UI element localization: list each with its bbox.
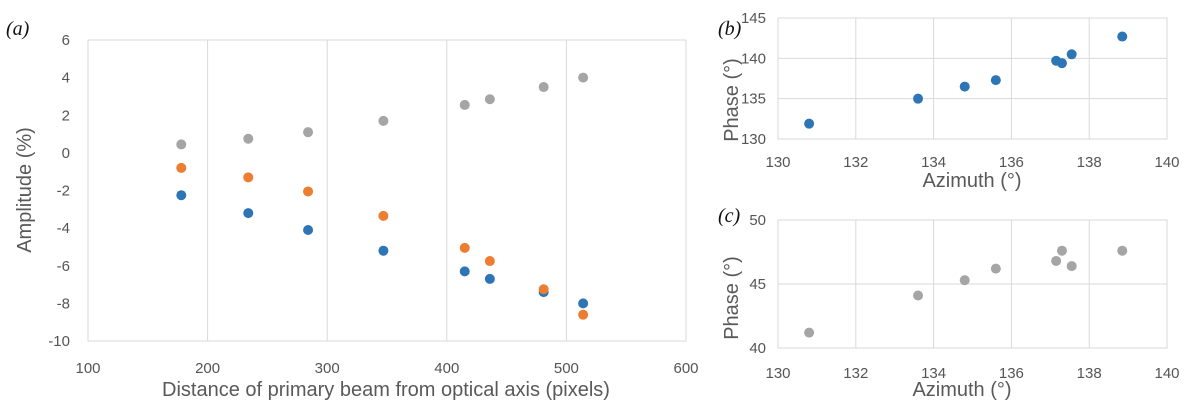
panel-a-series-1-point <box>378 210 389 221</box>
panel-a-series-2-point <box>243 133 254 144</box>
panel-a-series-1-point <box>484 256 495 267</box>
panel-c-x-tick-label: 134 <box>921 365 946 382</box>
panel-c-series-0-point <box>1066 261 1077 272</box>
panel-c-data-points <box>804 245 1128 338</box>
panel-c-series-0-point <box>959 275 970 286</box>
panel-b-y-tick-label: 130 <box>741 131 766 148</box>
panel-a-x-tick-label: 500 <box>554 360 579 377</box>
panel-a-series-0-point <box>303 225 314 236</box>
panel-c-label: (c) <box>718 205 741 227</box>
panel-c-y-tick-label: 50 <box>749 212 766 229</box>
panel-c-gridlines <box>777 219 1168 349</box>
panel-c-series-0-point <box>804 327 815 338</box>
panel-c-y-tick-label: 40 <box>749 340 766 357</box>
panel-a-y-tick-label: -8 <box>57 295 70 312</box>
panel-b-gridlines <box>777 17 1168 140</box>
panel-c-x-axis-label: Azimuth (°) <box>912 379 1011 401</box>
panel-a-series-1-point <box>578 309 589 320</box>
panel-a-series-2-point <box>484 94 495 105</box>
panel-a-y-tick-label: 2 <box>62 107 70 124</box>
panel-a-series-1-point <box>459 242 470 253</box>
panel-c-y-tick-label: 45 <box>749 276 766 293</box>
panel-a-label: (a) <box>6 18 30 40</box>
panel-a-series-0-point <box>378 245 389 256</box>
panel-c-x-tick-label: 130 <box>765 365 790 382</box>
panel-a-x-tick-label: 400 <box>434 360 459 377</box>
panel-a-x-axis-label: Distance of primary beam from optical ax… <box>162 379 610 401</box>
panel-a-series-1-point <box>538 284 549 295</box>
panel-a-gridlines <box>87 39 687 342</box>
panel-a: (a) 100 200 300 400 500 600 -10 -8 -6 -4 -2 0 2 4 6 Di… <box>6 18 699 401</box>
panel-c-y-axis-label: Phase (°) <box>721 256 743 340</box>
panel-a-series-1-point <box>303 186 314 197</box>
panel-b-label: (b) <box>718 18 742 40</box>
panel-b-y-tick-label: 145 <box>741 10 766 27</box>
panel-b-series-0-point <box>913 93 924 104</box>
panel-a-x-tick-label: 100 <box>75 360 100 377</box>
panel-c-series-0-point <box>913 290 924 301</box>
panel-c-x-tick-label: 136 <box>999 365 1024 382</box>
panel-b-series-0-point <box>1056 58 1067 69</box>
panel-a-y-tick-label: 0 <box>62 145 70 162</box>
panel-c-x-tick-label: 140 <box>1154 365 1179 382</box>
panel-a-plot-frame <box>87 39 687 342</box>
panel-b-y-tick-label: 140 <box>741 50 766 67</box>
panel-b-x-tick-label: 132 <box>843 154 868 171</box>
panel-c-series-0-point <box>990 263 1001 274</box>
panel-a-series-1-point <box>176 162 187 173</box>
panel-b-tick-labels: 130 132 134 136 138 140 130 135 140 145 <box>741 10 1180 171</box>
panel-b: (b) 130 132 134 136 138 140 130 135 140 145 Azimu… <box>718 10 1180 192</box>
panel-a-series-2-point <box>459 99 470 110</box>
panel-b-series-0-point <box>1117 31 1128 42</box>
panel-a-series-2-point <box>538 82 549 93</box>
panel-a-series-0-point <box>484 273 495 284</box>
panel-a-y-tick-label: -6 <box>57 258 70 275</box>
panel-a-series-0-point <box>176 190 187 201</box>
panel-b-series-0-point <box>990 75 1001 86</box>
panel-a-tick-labels: 100 200 300 400 500 600 -10 -8 -6 -4 -2 0 2 4 6 <box>48 32 698 377</box>
panel-a-y-tick-label: 4 <box>62 70 70 87</box>
panel-c-series-0-point <box>1117 245 1128 256</box>
panel-a-data-points <box>176 72 589 320</box>
panel-b-y-tick-label: 135 <box>741 91 766 108</box>
panel-b-series-0-point <box>959 81 970 92</box>
panel-a-x-tick-label: 300 <box>315 360 340 377</box>
panel-a-y-tick-label: -2 <box>57 183 70 200</box>
panel-a-y-tick-label: -4 <box>57 220 70 237</box>
panel-a-y-tick-label: -10 <box>48 333 70 350</box>
panel-a-series-0-point <box>578 298 589 309</box>
panel-b-series-0-point <box>804 118 815 129</box>
panel-c-x-tick-label: 132 <box>843 365 868 382</box>
panel-a-series-0-point <box>459 266 470 277</box>
panel-b-x-tick-label: 140 <box>1154 154 1179 171</box>
panel-a-series-2-point <box>176 139 187 150</box>
panel-b-x-tick-label: 130 <box>765 154 790 171</box>
panel-a-y-axis-label: Amplitude (%) <box>14 127 36 253</box>
panel-b-x-tick-label: 138 <box>1077 154 1102 171</box>
panel-c-series-0-point <box>1056 245 1067 256</box>
panel-a-x-tick-label: 600 <box>673 360 698 377</box>
panel-a-x-tick-label: 200 <box>195 360 220 377</box>
panel-b-series-0-point <box>1066 49 1077 60</box>
panel-b-y-axis-label: Phase (°) <box>721 58 743 142</box>
panel-c: (c) 130 132 134 136 138 140 40 45 50 Azimuth (°)… <box>718 205 1180 401</box>
panel-a-series-2-point <box>578 72 589 83</box>
panel-c-plot-frame <box>777 219 1168 349</box>
panel-a-y-tick-label: 6 <box>62 32 70 49</box>
panel-b-x-axis-label: Azimuth (°) <box>922 170 1021 192</box>
panel-b-x-tick-label: 134 <box>921 154 946 171</box>
panel-c-tick-labels: 130 132 134 136 138 140 40 45 50 <box>749 212 1179 382</box>
panel-c-x-tick-label: 138 <box>1077 365 1102 382</box>
panel-a-series-2-point <box>303 127 314 138</box>
panel-a-series-1-point <box>243 172 254 183</box>
panel-b-plot-frame <box>777 17 1168 140</box>
panel-b-data-points <box>804 31 1128 129</box>
panel-a-series-0-point <box>243 208 254 219</box>
panel-b-x-tick-label: 136 <box>999 154 1024 171</box>
panel-c-series-0-point <box>1051 255 1062 266</box>
panel-a-series-2-point <box>378 115 389 126</box>
